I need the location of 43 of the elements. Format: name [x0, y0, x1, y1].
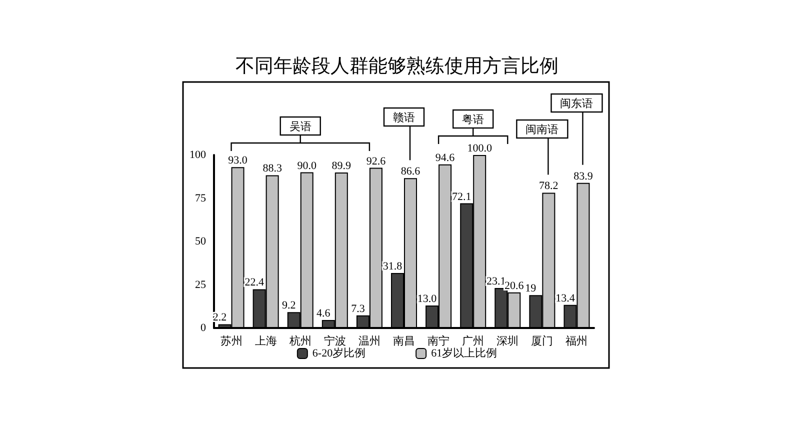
data-label: 86.6 — [400, 166, 421, 178]
group-bracket: 粤语 — [438, 109, 508, 145]
y-tick-label: 75 — [195, 192, 206, 204]
data-label: 7.3 — [351, 302, 366, 315]
data-label: 90.0 — [297, 160, 317, 172]
data-label: 13.0 — [417, 293, 438, 306]
data-label: 78.2 — [539, 180, 558, 192]
data-label: 13.4 — [556, 292, 576, 304]
y-tick-label: 100 — [190, 149, 206, 161]
x-tick-label: 南宁 — [428, 334, 450, 348]
data-label: 94.6 — [435, 152, 456, 164]
x-tick-label: 广州 — [462, 334, 484, 348]
data-label: 83.9 — [574, 170, 594, 182]
group-bracket: 赣语 — [383, 107, 425, 160]
legend-label: 6-20岁比例 — [312, 346, 366, 360]
y-tick-label: 25 — [195, 278, 206, 291]
data-label: 100.0 — [467, 142, 492, 154]
x-tick-label: 宁波 — [324, 334, 346, 348]
chart-title: 不同年龄段人群能够熟练使用方言比例 — [236, 55, 558, 77]
group-bracket: 闽南语 — [516, 119, 568, 175]
data-label: 9.2 — [282, 300, 296, 312]
x-tick-label: 杭州 — [288, 334, 312, 348]
data-label: 22.4 — [244, 276, 264, 289]
group-bracket: 吴语 — [230, 116, 370, 152]
y-tick-label: 0 — [200, 322, 206, 334]
data-label: 31.8 — [382, 260, 403, 272]
x-tick-label: 福州 — [566, 334, 588, 348]
x-tick-label: 南昌 — [393, 334, 415, 348]
x-tick-label: 深圳 — [496, 334, 519, 348]
y-tick-label: 50 — [195, 236, 206, 248]
data-label: 19 — [525, 282, 537, 295]
data-label: 20.6 — [504, 280, 524, 292]
x-tick-label: 温州 — [358, 334, 380, 348]
data-label: 23.1 — [486, 276, 506, 288]
data-label: 4.6 — [316, 308, 331, 320]
data-label: 89.9 — [332, 160, 352, 172]
legend-label: 61岁以上比例 — [431, 346, 498, 360]
data-label: 93.0 — [228, 154, 248, 167]
data-label: 88.3 — [262, 162, 282, 175]
x-tick-label: 上海 — [254, 334, 277, 348]
x-tick-label: 厦门 — [531, 334, 554, 348]
x-tick-label: 苏州 — [220, 334, 242, 348]
data-label: 72.1 — [452, 190, 472, 203]
